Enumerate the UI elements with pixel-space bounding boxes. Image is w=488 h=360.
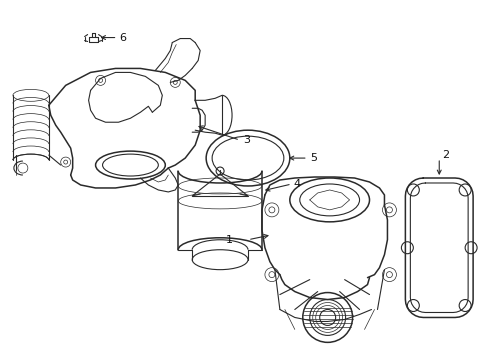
Text: 5: 5: [309, 153, 316, 163]
Text: 4: 4: [293, 179, 300, 189]
Text: 3: 3: [243, 135, 249, 145]
Text: 6: 6: [119, 32, 126, 42]
Text: 2: 2: [441, 150, 448, 160]
Text: 1: 1: [225, 235, 233, 245]
